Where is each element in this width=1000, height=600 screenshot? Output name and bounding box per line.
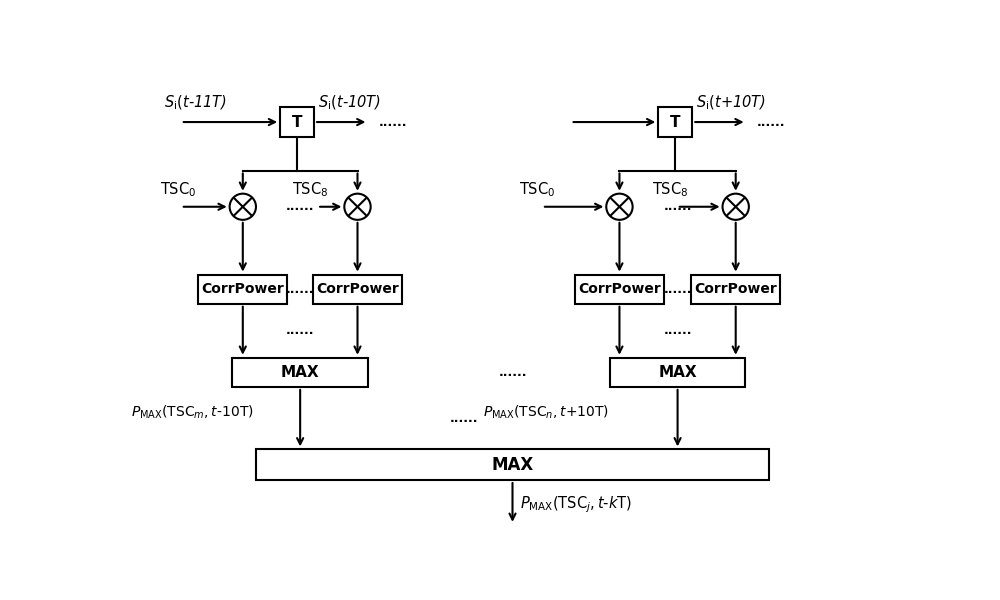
Text: ......: ...... [286, 200, 314, 213]
Text: MAX: MAX [281, 365, 319, 380]
Bar [658, 107, 692, 137]
Text: MAX: MAX [491, 456, 534, 474]
Text: T: T [670, 115, 680, 130]
Bar [610, 358, 745, 387]
Text: ......: ...... [663, 324, 692, 337]
Text: ......: ...... [663, 200, 692, 213]
Text: ......: ...... [757, 116, 786, 128]
Text: ......: ...... [498, 366, 527, 379]
Text: $P_{\rm MAX}(\rm TSC_{\it n},\it t$+10T): $P_{\rm MAX}(\rm TSC_{\it n},\it t$+10T) [483, 403, 609, 421]
Text: $\rm TSC_8$: $\rm TSC_8$ [652, 181, 688, 199]
Text: $P_{\rm MAX}(\rm TSC_{\it j},\it t$-$k$T): $P_{\rm MAX}(\rm TSC_{\it j},\it t$-$k$T… [520, 494, 632, 515]
Text: T: T [292, 115, 302, 130]
Text: CorrPower: CorrPower [316, 282, 399, 296]
Text: ......: ...... [286, 283, 314, 296]
Text: $P_{\rm MAX}(\rm TSC_{\it m},\it t$-10T): $P_{\rm MAX}(\rm TSC_{\it m},\it t$-10T) [131, 403, 254, 421]
Circle shape [606, 194, 633, 220]
Text: $S_{\rm i}$$(t$-10T): $S_{\rm i}$$(t$-10T) [318, 94, 381, 112]
Text: ......: ...... [286, 324, 314, 337]
Text: $\rm TSC_8$: $\rm TSC_8$ [292, 181, 328, 199]
Circle shape [344, 194, 371, 220]
Text: CorrPower: CorrPower [201, 282, 284, 296]
Text: ......: ...... [663, 283, 692, 296]
Text: $\rm TSC_0$: $\rm TSC_0$ [519, 181, 555, 199]
Bar [691, 275, 780, 304]
Bar [313, 275, 402, 304]
Bar [575, 275, 664, 304]
Text: $\rm TSC_0$: $\rm TSC_0$ [160, 181, 196, 199]
Text: $S_{\rm i}$$(t$-11T): $S_{\rm i}$$(t$-11T) [164, 94, 227, 112]
Text: CorrPower: CorrPower [694, 282, 777, 296]
Bar [256, 449, 769, 480]
Text: $S_{\rm i}$$(t$+10T): $S_{\rm i}$$(t$+10T) [696, 94, 766, 112]
Circle shape [230, 194, 256, 220]
Text: ......: ...... [379, 116, 407, 128]
Bar [232, 358, 368, 387]
Text: CorrPower: CorrPower [578, 282, 661, 296]
Circle shape [723, 194, 749, 220]
Bar [280, 107, 314, 137]
Text: MAX: MAX [658, 365, 697, 380]
Bar [198, 275, 287, 304]
Text: ......: ...... [450, 412, 479, 425]
